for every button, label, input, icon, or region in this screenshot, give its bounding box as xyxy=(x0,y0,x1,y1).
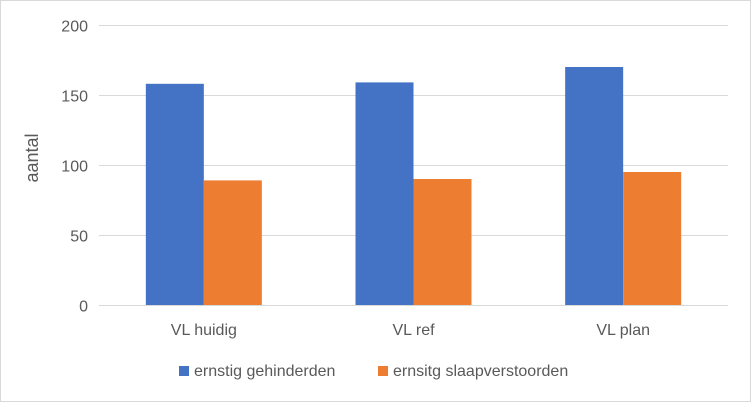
bar-ernsitg-slaapverstoorden-2 xyxy=(413,179,472,305)
legend-label: ernstig gehinderden xyxy=(194,363,335,380)
bar-ernsitg-slaapverstoorden-1 xyxy=(203,180,262,305)
bars xyxy=(145,67,682,306)
legend-label: ernsitg slaapverstoorden xyxy=(393,363,568,380)
legend-swatch xyxy=(179,366,189,376)
x-tick-label: VL huidig xyxy=(171,322,237,339)
y-axis-title: aantal xyxy=(22,133,42,182)
y-axis-ticks: 0 50 100 150 200 xyxy=(61,19,88,316)
bar-ernsitg-slaapverstoorden-3 xyxy=(623,172,682,305)
y-tick-label: 50 xyxy=(70,229,88,246)
legend: ernstig gehinderden ernsitg slaapverstoor… xyxy=(179,363,568,380)
x-axis-ticks: VL huidig VL ref VL plan xyxy=(171,322,650,339)
y-tick-label: 0 xyxy=(79,299,88,316)
x-tick-label: VL ref xyxy=(392,322,435,339)
y-tick-label: 200 xyxy=(61,19,88,36)
legend-swatch xyxy=(378,366,388,376)
bar-ernstig-gehinderden-3 xyxy=(565,67,624,305)
bar-ernstig-gehinderden-2 xyxy=(355,82,414,306)
x-tick-label: VL plan xyxy=(596,322,650,339)
y-tick-label: 100 xyxy=(61,159,88,176)
bar-ernstig-gehinderden-1 xyxy=(145,83,204,305)
y-tick-label: 150 xyxy=(61,89,88,106)
